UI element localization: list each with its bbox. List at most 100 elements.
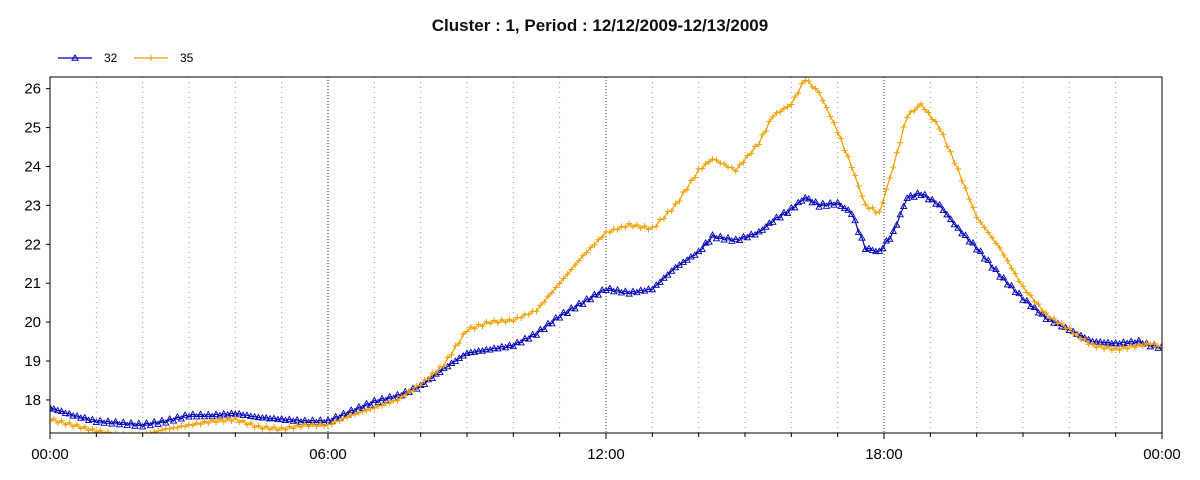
data-point xyxy=(563,309,572,316)
data-point xyxy=(490,344,498,351)
data-point xyxy=(914,103,921,110)
data-point xyxy=(101,430,108,433)
data-point xyxy=(239,411,247,418)
data-point xyxy=(838,135,845,142)
data-point xyxy=(571,304,579,312)
data-point xyxy=(227,409,236,416)
data-point xyxy=(1182,350,1188,356)
data-point xyxy=(667,267,676,274)
data-point xyxy=(305,423,312,430)
data-point xyxy=(1039,307,1046,314)
data-point xyxy=(630,223,637,230)
data-point xyxy=(819,97,826,104)
data-point xyxy=(872,209,879,216)
data-point xyxy=(827,113,834,120)
data-point xyxy=(879,244,887,252)
data-point xyxy=(834,129,841,136)
data-point xyxy=(985,229,992,236)
data-point xyxy=(1174,348,1180,354)
data-point xyxy=(648,285,657,293)
data-point xyxy=(816,89,823,96)
data-point xyxy=(50,415,57,422)
data-point xyxy=(243,411,251,418)
x-tick-label: 06:00 xyxy=(309,446,347,463)
data-point xyxy=(213,419,220,426)
data-point xyxy=(907,108,914,115)
data-point xyxy=(1016,278,1023,285)
data-point xyxy=(946,215,955,222)
data-point xyxy=(932,200,940,207)
data-point xyxy=(1171,348,1177,354)
data-point xyxy=(939,206,948,214)
data-point xyxy=(61,409,70,416)
data-point xyxy=(277,414,286,422)
data-point xyxy=(1116,347,1123,354)
data-point xyxy=(158,427,165,433)
data-point xyxy=(649,224,656,231)
data-point xyxy=(823,104,830,111)
data-point xyxy=(683,256,691,263)
data-point xyxy=(1023,289,1030,296)
data-point xyxy=(656,278,664,285)
data-point xyxy=(955,166,962,173)
data-point xyxy=(989,234,996,241)
data-point xyxy=(591,241,598,248)
data-point xyxy=(146,421,155,429)
data-point xyxy=(758,226,767,233)
data-point xyxy=(1143,340,1150,347)
data-point xyxy=(1026,302,1035,310)
data-point xyxy=(637,225,644,232)
data-point xyxy=(811,198,820,205)
data-point xyxy=(1100,338,1108,346)
data-point xyxy=(910,193,918,200)
data-point xyxy=(972,245,981,253)
data-point xyxy=(286,423,293,430)
data-point xyxy=(154,420,162,427)
data-point xyxy=(1190,349,1196,354)
data-point xyxy=(263,423,270,430)
data-point xyxy=(936,126,943,133)
y-tick-label: 25 xyxy=(24,120,41,137)
data-point xyxy=(924,195,933,203)
data-point xyxy=(1190,353,1196,359)
data-point xyxy=(657,216,664,223)
data-point xyxy=(541,298,548,305)
data-point xyxy=(1012,270,1019,277)
data-point xyxy=(104,428,111,433)
data-point xyxy=(567,304,576,311)
data-point xyxy=(732,168,739,175)
data-point xyxy=(1008,265,1015,272)
data-point xyxy=(88,415,97,423)
data-point xyxy=(965,237,974,245)
data-point xyxy=(428,374,437,381)
x-tick-label: 00:00 xyxy=(1143,446,1181,463)
data-point xyxy=(1155,343,1162,350)
data-point xyxy=(344,414,351,421)
data-point xyxy=(385,392,394,400)
data-point xyxy=(759,131,766,138)
data-point xyxy=(633,221,640,228)
data-point xyxy=(847,210,856,217)
y-tick-label: 26 xyxy=(24,81,41,98)
data-point xyxy=(1092,338,1101,345)
data-point xyxy=(1050,315,1057,322)
data-point xyxy=(297,424,304,431)
data-point xyxy=(66,419,73,426)
data-point xyxy=(819,199,827,207)
data-point xyxy=(809,83,816,90)
data-point xyxy=(240,417,247,424)
data-point xyxy=(359,408,366,415)
data-point xyxy=(474,347,483,354)
data-point xyxy=(402,392,409,399)
data-point xyxy=(1007,281,1016,289)
data-point xyxy=(1193,353,1199,358)
data-point xyxy=(1034,308,1043,316)
data-point xyxy=(1131,344,1138,351)
data-point xyxy=(795,89,802,96)
data-point xyxy=(467,348,475,356)
data-point xyxy=(709,156,716,163)
data-point xyxy=(1178,349,1184,355)
data-point xyxy=(805,77,812,84)
data-point xyxy=(748,150,755,157)
